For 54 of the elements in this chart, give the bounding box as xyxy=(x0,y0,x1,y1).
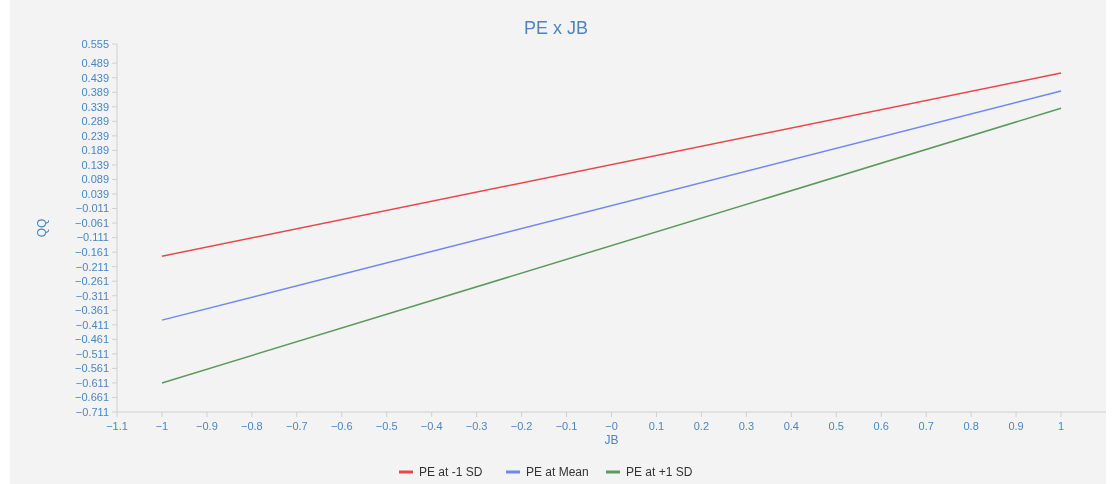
y-tick-label: −0.511 xyxy=(75,347,109,360)
x-tick-label: −0.3 xyxy=(465,420,488,432)
legend-label: PE at Mean xyxy=(526,465,589,480)
y-tick-label: 0.039 xyxy=(81,187,109,200)
x-tick-label: 0.5 xyxy=(828,420,844,432)
chart-title: PE x JB xyxy=(523,18,589,38)
y-tick-label: −0.611 xyxy=(75,376,109,389)
y-tick-label: 0.289 xyxy=(81,115,109,128)
x-tick-label: −0.4 xyxy=(420,420,443,432)
y-tick-label: −0.661 xyxy=(75,391,109,404)
y-tick-label: −0.411 xyxy=(75,318,109,331)
y-tick-label: 0.555 xyxy=(81,37,109,50)
x-tick-label: 0.8 xyxy=(963,420,979,432)
x-tick-label: −0.9 xyxy=(196,420,218,432)
x-tick-label: 0.1 xyxy=(648,420,665,432)
y-tick-label: 0.489 xyxy=(81,57,109,70)
legend-label: PE at -1 SD xyxy=(419,465,483,480)
y-tick-label: 0.139 xyxy=(81,158,109,171)
y-tick-label: 0.439 xyxy=(81,71,109,84)
y-tick-label: −0.161 xyxy=(75,245,109,258)
x-tick-label: 0.3 xyxy=(738,420,755,432)
legend-label: PE at +1 SD xyxy=(626,465,693,480)
x-tick-label: −0.7 xyxy=(285,420,308,432)
y-tick-label: −0.311 xyxy=(75,289,109,302)
y-tick-label: −0.561 xyxy=(75,362,109,375)
x-tick-label: −0.6 xyxy=(330,420,353,432)
x-tick-label: 0.6 xyxy=(873,420,889,432)
y-tick-label: 0.089 xyxy=(81,173,109,186)
x-tick-label: 0.9 xyxy=(1008,420,1024,432)
x-tick-label: 0.4 xyxy=(783,420,799,432)
x-tick-label: −0.5 xyxy=(375,420,398,432)
y-tick-label: 0.339 xyxy=(81,100,109,113)
x-axis-title: JB xyxy=(604,433,619,447)
y-tick-label: 0.239 xyxy=(81,129,109,142)
y-tick-label: −0.111 xyxy=(76,231,109,244)
x-tick-label: 0.7 xyxy=(918,420,934,432)
y-tick-label: −0.211 xyxy=(75,260,109,273)
x-tick-label: −0 xyxy=(605,420,618,432)
x-tick-label: −0.8 xyxy=(241,420,263,432)
y-tick-label: 0.389 xyxy=(81,86,109,99)
x-tick-label: −0.2 xyxy=(510,420,533,432)
x-tick-label: −1 xyxy=(155,420,169,432)
x-tick-label: −0.1 xyxy=(555,420,578,432)
x-tick-label: 0.2 xyxy=(693,420,710,432)
y-tick-label: 0.189 xyxy=(81,144,109,157)
y-tick-label: −0.261 xyxy=(75,275,109,288)
y-tick-label: −0.361 xyxy=(75,304,109,317)
x-tick-label: 1 xyxy=(1057,420,1065,432)
y-axis-title: QQ xyxy=(35,218,49,238)
y-tick-label: −0.711 xyxy=(75,405,109,418)
y-tick-label: −0.461 xyxy=(75,333,109,346)
y-tick-label: −0.011 xyxy=(75,202,109,215)
y-tick-label: −0.061 xyxy=(75,216,109,229)
x-tick-label: −1.1 xyxy=(106,420,128,432)
